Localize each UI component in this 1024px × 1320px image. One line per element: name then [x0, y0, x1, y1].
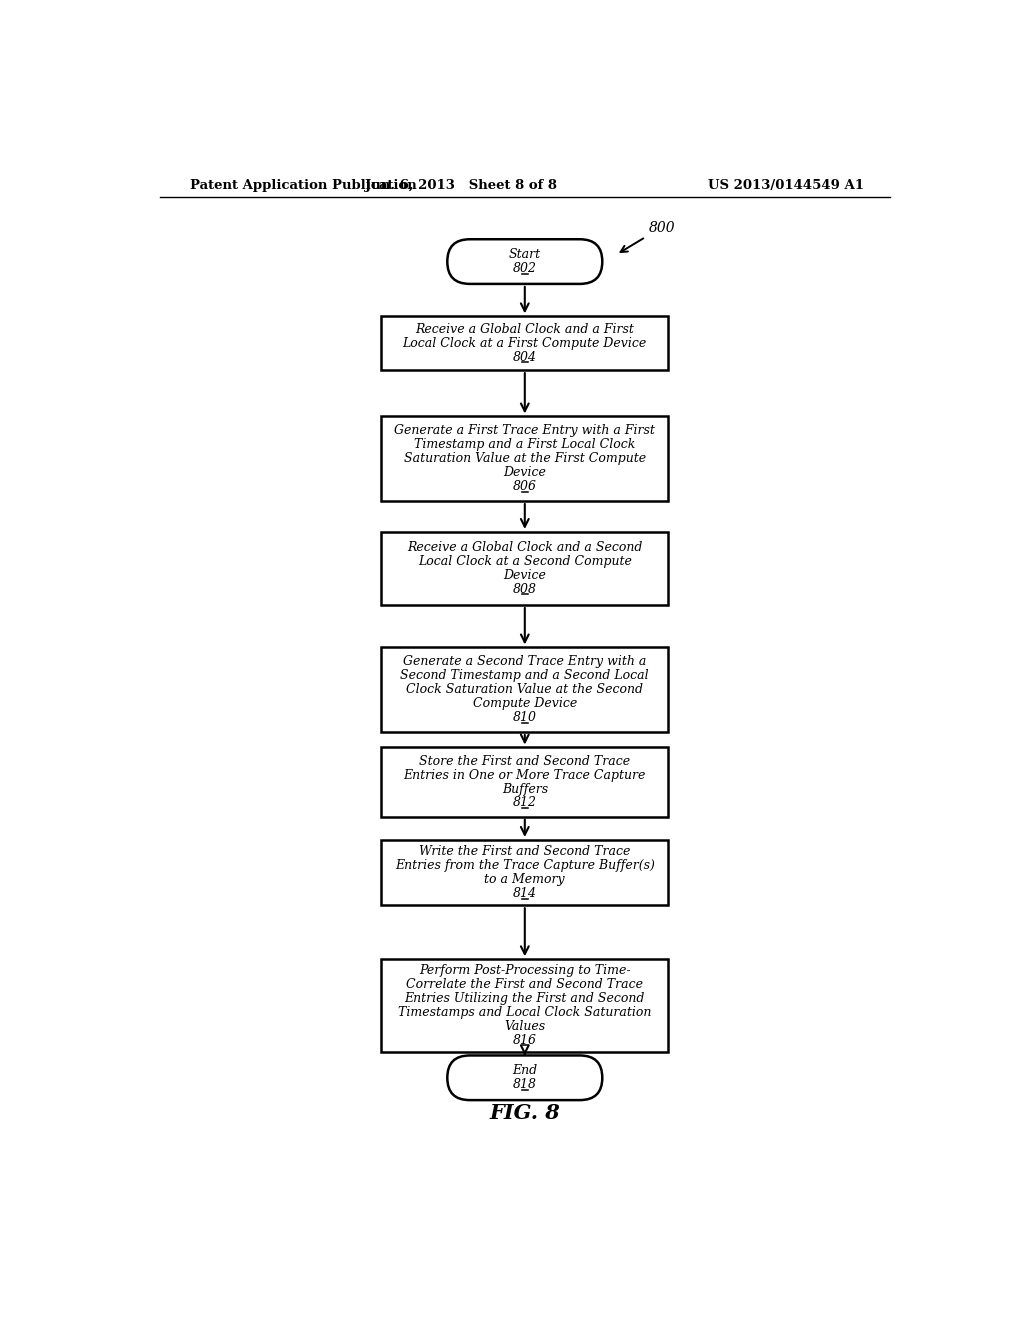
Text: Entries in One or More Trace Capture: Entries in One or More Trace Capture — [403, 768, 646, 781]
Text: Local Clock at a First Compute Device: Local Clock at a First Compute Device — [402, 337, 647, 350]
Text: Receive a Global Clock and a Second: Receive a Global Clock and a Second — [408, 541, 642, 554]
Text: 810: 810 — [513, 711, 537, 723]
Text: Device: Device — [504, 569, 546, 582]
Text: 814: 814 — [513, 887, 537, 900]
Text: Jun. 6, 2013   Sheet 8 of 8: Jun. 6, 2013 Sheet 8 of 8 — [366, 178, 557, 191]
Text: Clock Saturation Value at the Second: Clock Saturation Value at the Second — [407, 684, 643, 696]
Text: Write the First and Second Trace: Write the First and Second Trace — [419, 845, 631, 858]
Text: Receive a Global Clock and a First: Receive a Global Clock and a First — [416, 323, 634, 335]
Bar — [381, 840, 669, 906]
Text: Saturation Value at the First Compute: Saturation Value at the First Compute — [403, 453, 646, 465]
Text: to a Memory: to a Memory — [484, 873, 565, 886]
Text: Entries Utilizing the First and Second: Entries Utilizing the First and Second — [404, 991, 645, 1005]
Text: 808: 808 — [513, 582, 537, 595]
Text: Perform Post-Processing to Time-: Perform Post-Processing to Time- — [419, 964, 631, 977]
Text: End: End — [512, 1064, 538, 1077]
Text: Store the First and Second Trace: Store the First and Second Trace — [419, 755, 631, 768]
Bar — [381, 747, 669, 817]
Text: 812: 812 — [513, 796, 537, 809]
Bar — [381, 416, 669, 502]
Bar — [381, 960, 669, 1052]
Bar — [381, 317, 669, 370]
Text: Patent Application Publication: Patent Application Publication — [190, 178, 417, 191]
Text: Compute Device: Compute Device — [473, 697, 577, 710]
Text: Timestamp and a First Local Clock: Timestamp and a First Local Clock — [414, 438, 636, 451]
Text: 804: 804 — [513, 351, 537, 363]
Text: Local Clock at a Second Compute: Local Clock at a Second Compute — [418, 554, 632, 568]
Text: 806: 806 — [513, 480, 537, 492]
Text: Generate a Second Trace Entry with a: Generate a Second Trace Entry with a — [403, 656, 646, 668]
Text: 800: 800 — [649, 222, 676, 235]
Text: Values: Values — [504, 1019, 546, 1032]
FancyBboxPatch shape — [447, 239, 602, 284]
Text: Second Timestamp and a Second Local: Second Timestamp and a Second Local — [400, 669, 649, 682]
Text: Device: Device — [504, 466, 546, 479]
Text: FIG. 8: FIG. 8 — [489, 1104, 560, 1123]
Text: Entries from the Trace Capture Buffer(s): Entries from the Trace Capture Buffer(s) — [395, 859, 654, 873]
Text: 818: 818 — [513, 1078, 537, 1092]
Text: 816: 816 — [513, 1034, 537, 1047]
Text: 802: 802 — [513, 261, 537, 275]
FancyBboxPatch shape — [447, 1056, 602, 1100]
Bar — [381, 647, 669, 733]
Text: Start: Start — [509, 248, 541, 261]
Text: Buffers: Buffers — [502, 783, 548, 796]
Text: Timestamps and Local Clock Saturation: Timestamps and Local Clock Saturation — [398, 1006, 651, 1019]
Bar — [381, 532, 669, 605]
Text: Generate a First Trace Entry with a First: Generate a First Trace Entry with a Firs… — [394, 425, 655, 437]
Text: US 2013/0144549 A1: US 2013/0144549 A1 — [709, 178, 864, 191]
Text: Correlate the First and Second Trace: Correlate the First and Second Trace — [407, 978, 643, 991]
